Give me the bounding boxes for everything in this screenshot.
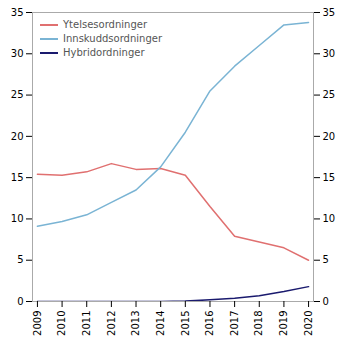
svg-text:2009: 2009 [32,311,43,336]
svg-text:2014: 2014 [155,311,166,336]
svg-text:20: 20 [11,131,24,142]
svg-text:30: 30 [323,48,336,59]
svg-text:2010: 2010 [56,311,67,336]
svg-text:2015: 2015 [180,311,191,336]
svg-text:0: 0 [323,296,329,307]
svg-text:20: 20 [323,131,336,142]
svg-text:2011: 2011 [81,311,92,336]
svg-text:2013: 2013 [130,311,141,336]
svg-text:35: 35 [323,7,336,18]
svg-text:25: 25 [323,89,336,100]
svg-text:10: 10 [323,213,336,224]
svg-text:2018: 2018 [253,311,264,336]
svg-text:2016: 2016 [204,311,215,336]
svg-text:15: 15 [323,172,336,183]
svg-text:2019: 2019 [278,311,289,336]
svg-text:2020: 2020 [303,311,314,336]
svg-text:5: 5 [323,254,329,265]
svg-text:0: 0 [17,296,23,307]
svg-text:25: 25 [11,89,24,100]
html-text:Ytelsesordninger: Ytelsesordninger [63,19,147,30]
svg-text:5: 5 [17,254,23,265]
html-text:Hybridordninger: Hybridordninger [63,47,145,58]
svg-text:30: 30 [11,48,24,59]
svg-text:10: 10 [11,213,24,224]
svg-text:2017: 2017 [229,311,240,336]
svg-text:15: 15 [11,172,24,183]
svg-text:2012: 2012 [106,311,117,336]
svg-text:35: 35 [11,7,24,18]
html-text:Innskuddsordninger: Innskuddsordninger [63,33,162,44]
